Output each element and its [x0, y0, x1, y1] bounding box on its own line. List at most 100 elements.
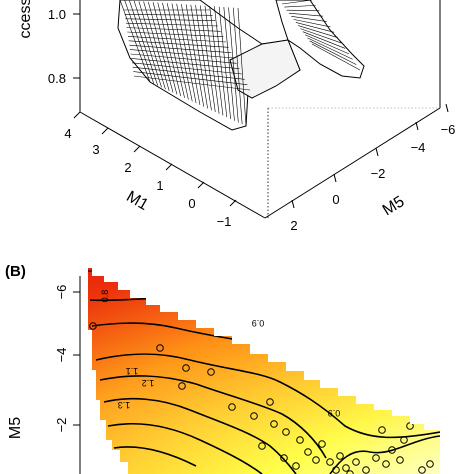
surface-right-sheet: [275, 0, 365, 79]
mesh-line: [284, 5, 316, 8]
contour-label: 0.8: [100, 290, 110, 303]
m1-tick: [197, 181, 205, 189]
mesh-line: [129, 49, 235, 59]
data-point: [342, 464, 350, 472]
data-point: [250, 412, 258, 420]
data-point: [304, 448, 312, 456]
data-point: [406, 422, 414, 430]
m5-tick: [415, 121, 419, 131]
mesh-line: [195, 5, 212, 111]
mesh-line: [300, 28, 342, 44]
data-point: [382, 460, 390, 468]
z-tick-label-1: 1.0: [48, 7, 66, 22]
panel-b-label: (B): [5, 263, 26, 280]
mesh-line: [302, 31, 346, 49]
mesh-line: [228, 7, 239, 123]
box-edge-right-bottom: [264, 107, 441, 219]
mesh-line: [307, 37, 353, 60]
mesh-line: [309, 40, 357, 65]
m1-tick-label: −1: [217, 214, 232, 229]
mesh-line: [132, 66, 245, 80]
m5-tick: [333, 173, 337, 183]
contour-line: [107, 422, 263, 474]
mesh-line: [125, 18, 216, 21]
mesh-line: [298, 25, 338, 38]
contour-line: [329, 435, 440, 474]
data-point: [426, 460, 434, 468]
data-point: [412, 404, 420, 412]
mesh-line: [223, 7, 235, 121]
m5-tick-label: 0: [332, 192, 339, 207]
mesh-line: [125, 22, 219, 27]
contour-line: [103, 397, 297, 474]
data-point: [89, 322, 97, 330]
mesh-line: [288, 12, 324, 17]
m5-tick: [445, 103, 449, 113]
surface-plot-panel: 1.0 0.8 ccess 4 3 2 1 0 −1 M1 2 0 −2 −4 −6 M5: [17, 0, 455, 233]
mesh-line: [190, 4, 208, 109]
m1-tick: [133, 145, 141, 153]
m5-axis-label: M5: [380, 193, 408, 219]
mesh-line: [291, 16, 327, 22]
mesh-line: [176, 3, 197, 104]
mesh-line: [204, 5, 220, 114]
data-point: [156, 344, 164, 352]
data-point: [362, 466, 370, 474]
contour-heatmap-panel: (B) −6 −4 −2 M5 0.8 0.9 1.11.2 1.3 0.9: [5, 263, 440, 474]
surface-front-fold: [229, 39, 301, 99]
contour-label: 1.2: [142, 378, 155, 388]
m1-axis-label: M1: [123, 188, 151, 214]
mesh-line: [232, 7, 243, 125]
mesh-line: [138, 1, 166, 90]
contour-label: 1.3: [118, 400, 131, 410]
mesh-line: [133, 75, 251, 91]
mesh-line: [295, 22, 335, 33]
m1-tick: [73, 111, 81, 119]
mesh-line: [130, 53, 237, 64]
data-point: [258, 442, 266, 450]
data-point: [207, 368, 215, 376]
m1-tick: [229, 199, 237, 207]
m1-tick-label: 3: [92, 142, 99, 157]
mesh-line: [218, 6, 231, 119]
mesh-line: [185, 4, 205, 107]
m5-tick-label: −2: [371, 166, 386, 181]
z-axis-label: ccess: [17, 0, 34, 38]
contour-line: [95, 353, 440, 439]
data-point: [352, 458, 360, 466]
m1-axis-ticks: 4 3 2 1 0 −1: [64, 111, 237, 229]
data-point: [372, 454, 380, 462]
mesh-line: [133, 71, 248, 85]
m5-tick-label: 2: [290, 218, 297, 233]
surface-mesh: [117, 0, 365, 131]
mesh-line: [131, 62, 243, 75]
data-point: [400, 436, 408, 444]
mesh-line: [127, 36, 227, 43]
contour-line: [99, 375, 327, 459]
data-point: [378, 426, 386, 434]
m5-tick-label: −6: [441, 122, 456, 137]
m5-y-axis-ticks: −6 −4 −2: [54, 285, 80, 433]
mesh-line: [152, 2, 178, 95]
mesh-line: [127, 31, 224, 37]
data-point: [182, 364, 190, 372]
m1-tick-label: 1: [156, 178, 163, 193]
data-point: [418, 466, 426, 474]
mesh-line: [237, 7, 247, 127]
m5-y-tick-label: −6: [54, 285, 69, 300]
data-point: [178, 382, 186, 390]
data-point: [336, 452, 344, 460]
z-tick-label-2: 0.8: [48, 71, 66, 86]
mesh-line: [143, 1, 170, 91]
contour-label: 1.1: [126, 366, 139, 376]
contour-label: 0.9: [328, 408, 341, 418]
data-point: [266, 398, 274, 406]
m1-tick-label: 0: [188, 196, 195, 211]
mesh-line: [293, 19, 331, 28]
m5-axis-ticks: 2 0 −2 −4 −6: [290, 103, 456, 233]
m5-y-tick-label: −2: [54, 418, 69, 433]
m5-tick: [375, 147, 379, 157]
data-point: [292, 462, 300, 470]
mesh-line: [162, 2, 185, 98]
